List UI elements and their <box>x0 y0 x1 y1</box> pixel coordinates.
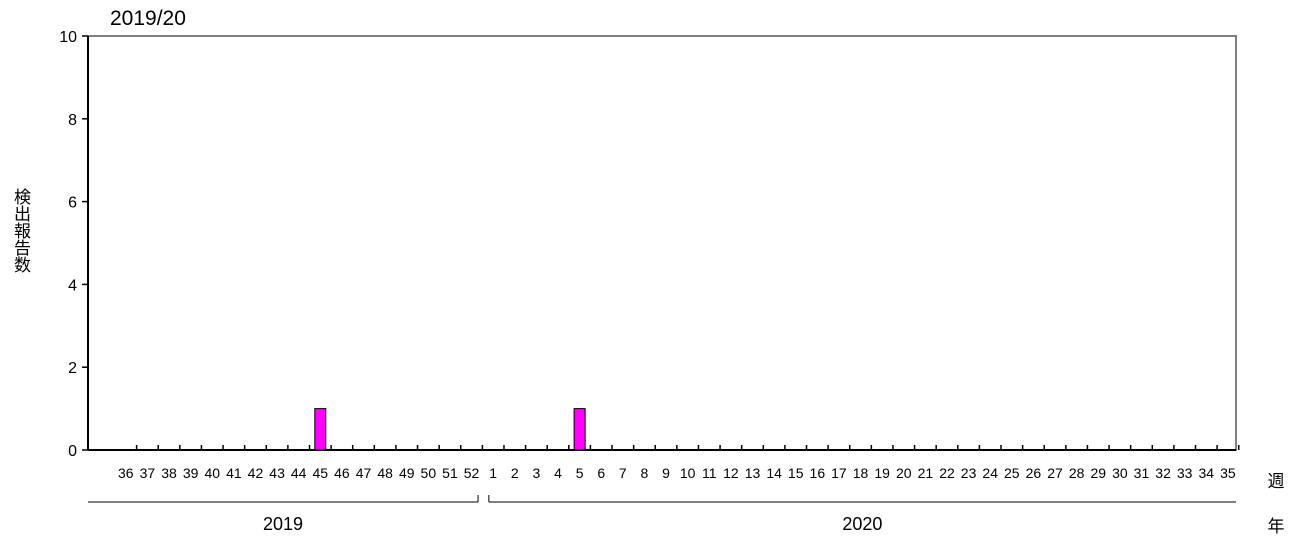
x-tick-label: 44 <box>291 465 307 481</box>
y-tick-label: 4 <box>68 277 77 294</box>
x-tick-label: 6 <box>597 465 605 481</box>
x-tick-label: 24 <box>982 465 998 481</box>
x-tick-label: 49 <box>399 465 415 481</box>
x-tick-label: 29 <box>1090 465 1106 481</box>
x-tick-label: 36 <box>118 465 134 481</box>
bar <box>573 408 586 451</box>
x-tick-label: 39 <box>183 465 199 481</box>
x-tick-label: 22 <box>939 465 955 481</box>
x-tick-label: 30 <box>1112 465 1128 481</box>
x-tick-label: 13 <box>745 465 761 481</box>
x-tick-label: 27 <box>1047 465 1063 481</box>
year-label: 2019 <box>263 514 303 534</box>
x-tick-label: 20 <box>896 465 912 481</box>
x-tick-label: 52 <box>464 465 480 481</box>
y-tick-label: 10 <box>59 29 77 46</box>
bar <box>314 408 327 451</box>
x-tick-label: 35 <box>1220 465 1236 481</box>
x-tick-label: 40 <box>204 465 220 481</box>
year-axis-label: 年 <box>1268 517 1285 536</box>
x-tick-label: 25 <box>1004 465 1020 481</box>
x-tick-label: 14 <box>766 465 782 481</box>
x-tick-label: 32 <box>1155 465 1171 481</box>
bar-series <box>314 408 586 451</box>
x-tick-label: 12 <box>723 465 739 481</box>
x-tick-label: 51 <box>442 465 458 481</box>
x-tick-label: 9 <box>662 465 670 481</box>
x-tick-label: 38 <box>161 465 177 481</box>
x-tick-label: 50 <box>421 465 437 481</box>
x-tick-label: 46 <box>334 465 350 481</box>
x-tick-label: 18 <box>853 465 869 481</box>
x-tick-label: 34 <box>1199 465 1215 481</box>
x-tick-label: 23 <box>961 465 977 481</box>
x-tick-label: 4 <box>554 465 562 481</box>
x-tick-label: 28 <box>1069 465 1085 481</box>
x-axis-label: 週 <box>1268 472 1285 491</box>
x-tick-label: 41 <box>226 465 242 481</box>
x-axis: 36 37 38 39 40 41 42 43 44 45 46 47 48 49 50 51 52 1 2 3 4 5 6… <box>88 445 1240 481</box>
y-tick-label: 0 <box>68 443 77 460</box>
y-axis-label: 検出報告数 <box>10 188 30 273</box>
x-tick-label: 33 <box>1177 465 1193 481</box>
y-tick-label: 2 <box>68 360 77 377</box>
x-tick-label: 17 <box>831 465 847 481</box>
x-tick-label: 47 <box>356 465 372 481</box>
x-tick-label: 7 <box>619 465 627 481</box>
x-tick-label: 37 <box>140 465 156 481</box>
x-tick-label: 21 <box>918 465 934 481</box>
x-tick-label: 10 <box>680 465 696 481</box>
x-tick-label: 5 <box>576 465 584 481</box>
x-tick-label: 1 <box>489 465 497 481</box>
x-tick-label: 48 <box>377 465 393 481</box>
x-tick-label: 42 <box>248 465 264 481</box>
x-tick-label: 31 <box>1134 465 1150 481</box>
x-tick-label: 15 <box>788 465 804 481</box>
x-tick-label: 26 <box>1026 465 1042 481</box>
x-tick-label: 43 <box>269 465 285 481</box>
year-label: 2020 <box>842 514 882 534</box>
y-tick-label: 6 <box>68 195 77 212</box>
x-tick-label: 45 <box>313 465 329 481</box>
y-tick-label: 8 <box>68 112 77 129</box>
plot-frame <box>87 35 1237 451</box>
chart-title: 2019/20 <box>110 7 186 30</box>
x-tick-label: 2 <box>511 465 519 481</box>
x-tick-label: 3 <box>532 465 540 481</box>
x-tick-label: 11 <box>702 465 717 481</box>
x-tick-label: 19 <box>874 465 890 481</box>
y-axis: 0 2 4 6 8 10 <box>59 29 89 460</box>
x-tick-label: 8 <box>641 465 649 481</box>
x-tick-label: 16 <box>810 465 826 481</box>
year-axis: 2019 2020 <box>88 495 1236 534</box>
